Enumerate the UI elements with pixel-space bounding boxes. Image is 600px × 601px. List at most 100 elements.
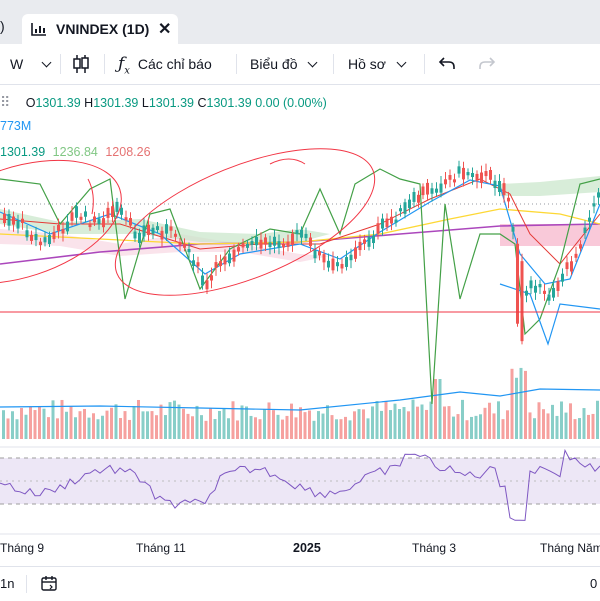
candle-body [597,192,600,198]
candle-body [322,254,326,263]
candle-body [538,284,542,288]
candle-body [156,226,159,230]
volume-bar [65,411,68,439]
candle-body [412,192,416,202]
candle-body [282,244,285,248]
candle-body [16,220,20,229]
toolbar-divider [236,54,237,74]
volume-bar [452,416,455,439]
chart-style-button[interactable] [72,44,90,84]
candle-body [75,206,78,218]
volume-bar [479,414,482,439]
volume-bar [285,415,289,439]
volume-bar [492,413,496,439]
candle-body [520,261,524,342]
legend-toggle-icon[interactable]: ⠿ [0,94,11,110]
drawing-ellipse[interactable] [96,118,394,325]
candle-body [174,233,177,237]
volume-bar [429,401,433,439]
volume-bar [227,418,230,439]
volume-bar [519,367,523,439]
toolbar-divider [333,54,334,74]
volume-bar [335,419,338,439]
bottom-divider [26,575,27,593]
tab-scroll-left-icon[interactable]: ) [0,18,5,34]
candle-body [408,199,411,209]
candle-body [30,234,33,241]
candle-body [120,207,123,215]
volume-bar [249,415,253,439]
profile-dropdown[interactable]: Hồ sơ [348,44,407,84]
volume-bar [146,411,149,439]
candle-body [552,287,555,298]
drawing-path[interactable] [269,158,306,165]
volume-bar [357,409,361,439]
bottom-bar: 1n 0 [0,566,600,601]
volume-bar [425,409,428,439]
candle-body [223,256,227,265]
candle-body [376,223,380,234]
tab-vnindex[interactable]: VNINDEX (1D) ✕ [22,14,178,44]
candle-body [124,217,128,221]
candle-body [385,218,389,228]
candle-body [264,237,267,245]
candle-body [7,214,11,226]
user-drawings[interactable] [0,118,600,325]
volume-bar [74,417,77,439]
toolbar-divider [104,54,105,74]
volume-bar [47,417,50,439]
indicators-button[interactable]: ƒx Các chỉ báo [118,44,212,84]
redo-button[interactable] [478,44,496,84]
candle-body [327,260,330,268]
volume-bar [326,405,329,439]
volume-bar [434,379,437,439]
volume-bar [443,406,446,439]
volume-bar [114,404,118,439]
bottom-zoom-label: 0 [590,576,598,591]
volume-bar [173,400,176,439]
low-label: L [141,96,149,110]
candle-body [201,275,204,286]
cloud-green-area [500,176,600,196]
candle-body [336,262,339,267]
price-chart[interactable]: Tháng 9 Tháng 11 2025 Tháng 3 Tháng Năm [0,84,600,566]
candle-body [61,228,65,234]
volume-bar [96,419,100,439]
ma-legend: 1301.39 1236.84 1208.26 [0,145,151,159]
candle-body [349,254,353,261]
candle-body [115,201,119,212]
volume-bar [353,411,356,439]
interval-dropdown[interactable]: W [10,44,52,84]
candle-body [286,241,290,247]
volume-bar [560,401,563,439]
volume-bar [240,405,244,439]
candle-body [79,216,83,220]
volume-bar [564,412,568,439]
drawing-ellipse[interactable] [0,137,137,307]
volume-bar [33,410,37,439]
volume-ma-line [0,388,600,411]
close-icon[interactable]: ✕ [158,21,172,38]
candle-body [219,261,222,267]
volume-bar [461,399,464,439]
candle-body [475,173,479,181]
volume-bar [51,400,55,439]
candle-body [66,221,69,232]
volume-bar [582,408,586,439]
volume-bar [371,406,374,439]
volume-bar [2,410,5,439]
candle-body [358,241,362,251]
range-button[interactable]: 1n [0,576,15,591]
candle-body [133,231,137,239]
calendar-icon[interactable] [40,574,58,595]
drawing-path[interactable] [87,178,94,215]
candle-body [309,237,312,247]
volume-bar [92,413,95,439]
candle-body [250,241,254,245]
chart-type-dropdown[interactable]: Biểu đồ [250,44,318,84]
candle-body [493,180,497,189]
undo-button[interactable] [438,44,456,84]
volume-bar [182,408,185,439]
volume-bar [272,410,275,439]
candle-body [453,179,456,183]
